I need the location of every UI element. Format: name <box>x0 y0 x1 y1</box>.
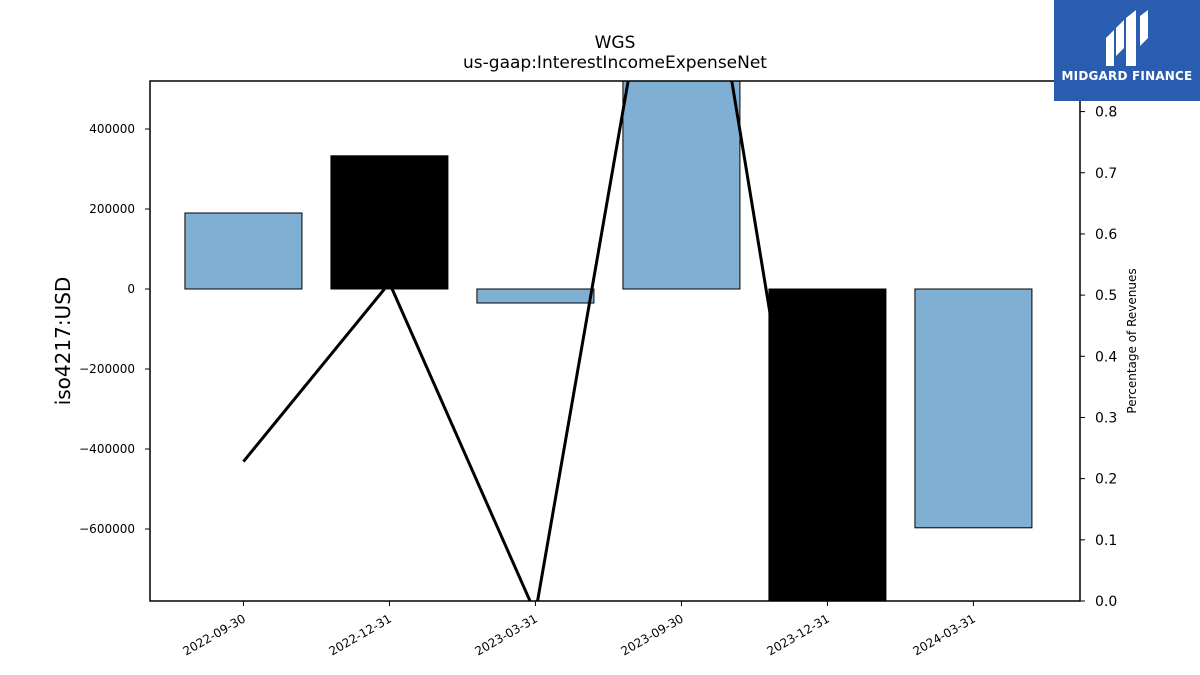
bar-2022-09-30 <box>184 212 303 290</box>
y-tick-label: −600000 <box>79 522 135 536</box>
y2-tick-label: 0.3 <box>1095 410 1117 426</box>
percentage-line <box>242 81 819 601</box>
y-tick-label: −400000 <box>79 442 135 456</box>
y-axis-label: iso4217:USD <box>51 277 75 406</box>
y-tick-label: 400000 <box>89 122 135 136</box>
y2-tick-label: 0.2 <box>1095 472 1117 488</box>
x-tick-label: 2023-12-31 <box>765 611 832 658</box>
plot-frame <box>149 80 1081 602</box>
bar-2024-03-31 <box>914 288 1033 529</box>
bar-2023-12-31 <box>768 288 887 601</box>
y2-axis-label: Percentage of Revenues <box>1125 268 1139 413</box>
x-tick-label: 2022-09-30 <box>181 611 248 658</box>
chart-subtitle: us-gaap:InterestIncomeExpenseNet <box>463 53 767 73</box>
x-tick-label: 2023-09-30 <box>619 611 686 658</box>
bar-2023-03-31 <box>476 288 595 304</box>
logo-mark-icon <box>1106 10 1148 66</box>
y2-tick-label: 0.1 <box>1095 533 1117 549</box>
y2-tick-label: 0.5 <box>1095 288 1117 304</box>
y-axis-right: 0.8 0.7 0.6 0.5 0.4 0.3 0.2 0.1 0.0 <box>1080 105 1117 610</box>
y-axis-left: 400000 200000 0 −200000 −400000 −600000 <box>79 122 150 536</box>
y-tick-label: 200000 <box>89 202 135 216</box>
y-tick-label: 0 <box>127 282 135 296</box>
company-logo: MIDGARD FINANCE <box>1054 0 1200 101</box>
logo-text: MIDGARD FINANCE <box>1061 69 1193 83</box>
x-tick-label: 2022-12-31 <box>327 611 394 658</box>
y-tick-label: −200000 <box>79 362 135 376</box>
y2-tick-label: 0.6 <box>1095 227 1117 243</box>
y2-tick-label: 0.8 <box>1095 105 1117 121</box>
y2-tick-label: 0.0 <box>1095 594 1117 610</box>
bar-2022-12-31 <box>330 155 449 290</box>
bar-2023-09-30 <box>622 81 741 290</box>
line-group <box>242 81 819 601</box>
x-axis: 2022-09-30 2022-12-31 2023-03-31 2023-09-30… <box>181 601 978 658</box>
chart-title: WGS <box>595 33 636 53</box>
bars-group <box>184 81 1033 601</box>
x-tick-label: 2023-03-31 <box>473 611 540 658</box>
x-tick-label: 2024-03-31 <box>911 611 978 658</box>
y2-tick-label: 0.4 <box>1095 349 1117 365</box>
y2-tick-label: 0.7 <box>1095 166 1117 182</box>
